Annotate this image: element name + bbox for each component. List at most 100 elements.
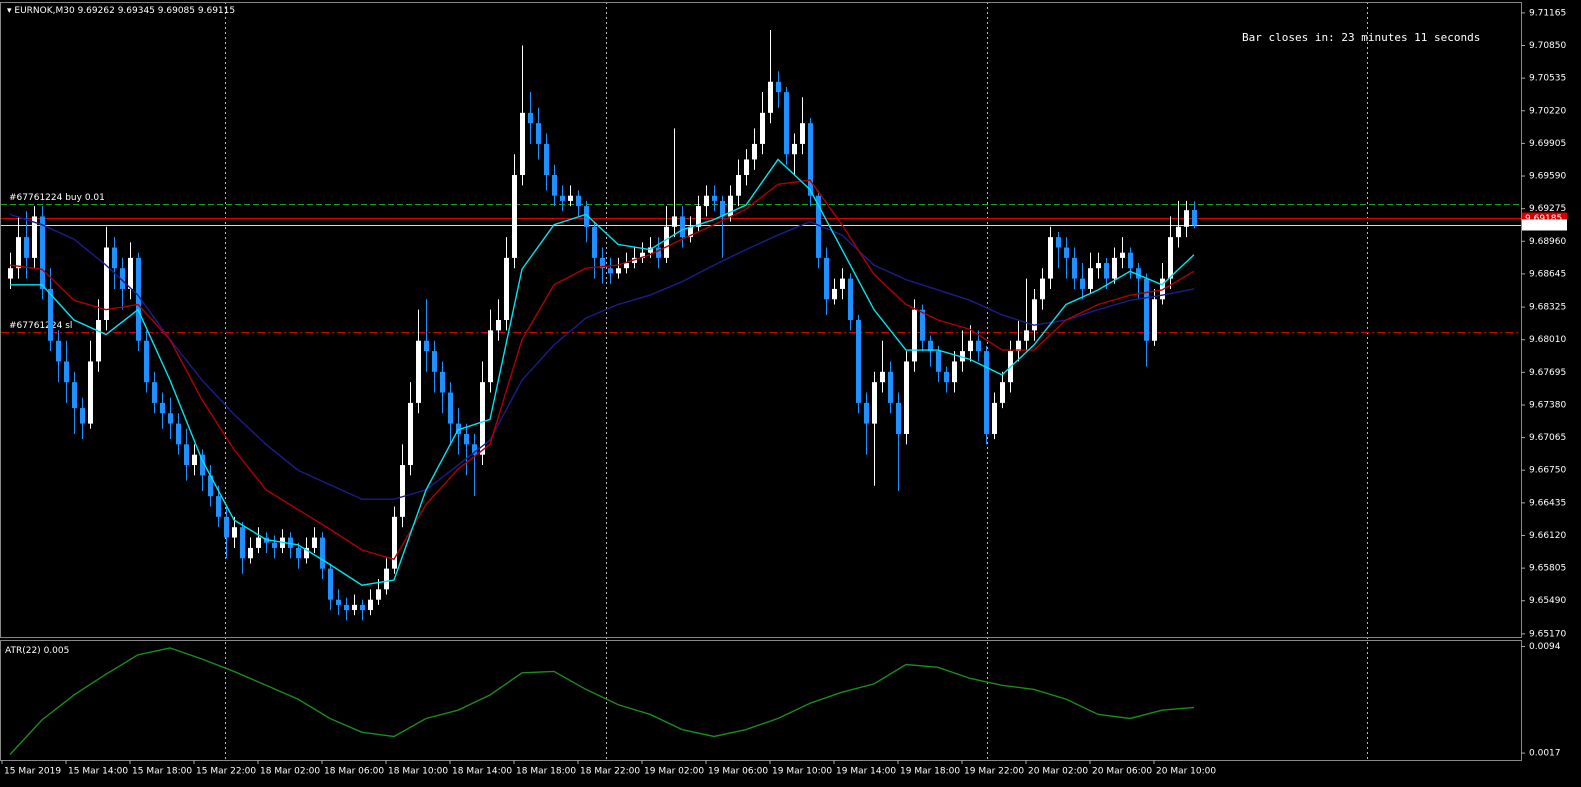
ask-label: 9.69185 <box>1525 214 1562 224</box>
candle-body <box>360 604 365 611</box>
candle-body <box>256 537 261 548</box>
low: 9.69085 <box>158 6 195 16</box>
plot-layer: #67761224 buy 0.01 #67761224 sl <box>1 29 1521 755</box>
candle-body <box>912 309 917 362</box>
candle-body <box>552 174 557 196</box>
candle-body <box>1088 268 1093 289</box>
x-tick-label: 19 Mar 18:00 <box>900 767 960 777</box>
candle-body <box>832 288 837 300</box>
candle-body <box>784 92 789 155</box>
open: 9.69262 <box>78 6 115 16</box>
y-tick-label: 9.66750 <box>1529 466 1566 476</box>
symbol: EURNOK,M30 <box>14 6 75 16</box>
candle-body <box>440 371 445 393</box>
candle-body <box>984 351 989 434</box>
candle-body <box>1112 257 1117 279</box>
candle-body <box>1072 257 1077 279</box>
x-tick-label: 19 Mar 02:00 <box>644 767 704 777</box>
y-tick-label: 9.70850 <box>1529 41 1566 51</box>
y-tick-label: 9.69905 <box>1529 139 1566 149</box>
candle-body <box>592 226 597 258</box>
candle-body <box>120 268 125 289</box>
candle-body <box>944 371 949 383</box>
candle-body <box>848 278 853 321</box>
candle-body <box>304 547 309 559</box>
candle-body <box>56 340 61 362</box>
candle-body <box>992 402 997 434</box>
x-tick-label: 19 Mar 22:00 <box>964 767 1024 777</box>
candle-body <box>576 195 581 207</box>
y-tick-label: 9.66120 <box>1529 531 1566 541</box>
candle-body <box>168 413 173 424</box>
candle-body <box>384 568 389 590</box>
moving-average <box>9 213 1195 500</box>
candle-body <box>88 361 93 424</box>
y-tick-label: 9.65490 <box>1529 596 1566 606</box>
candle-body <box>240 527 245 559</box>
x-tick-label: 18 Mar 18:00 <box>516 767 576 777</box>
candle-body <box>816 195 821 258</box>
candle-body <box>176 423 181 445</box>
candle-body <box>376 589 381 600</box>
candle-body <box>96 320 101 362</box>
y-tick-label: 9.67065 <box>1529 433 1566 443</box>
candle-body <box>888 371 893 403</box>
candle-body <box>544 143 549 175</box>
candle-body <box>8 268 13 279</box>
candle-body <box>672 216 677 227</box>
candle-body <box>808 123 813 196</box>
candle-body <box>936 351 941 372</box>
candle-body <box>736 174 741 196</box>
candle-body <box>64 361 69 383</box>
y-tick-label: 9.67380 <box>1529 400 1566 410</box>
y-tick-label: 9.70535 <box>1529 74 1566 84</box>
atr-line <box>9 647 1195 755</box>
candle-body <box>32 216 37 258</box>
candle-body <box>400 465 405 517</box>
candle-body <box>208 475 213 497</box>
candle-body <box>712 195 717 201</box>
candle-body <box>24 237 29 258</box>
candle-body <box>416 340 421 403</box>
x-tick-label: 19 Mar 10:00 <box>772 767 832 777</box>
candle-body <box>496 320 501 331</box>
candle-body <box>344 604 349 611</box>
candle-body <box>1032 299 1037 331</box>
high: 9.69345 <box>118 6 155 16</box>
x-tick-label: 15 Mar 2019 <box>4 767 61 777</box>
close: 9.69115 <box>198 6 235 16</box>
candle-body <box>536 123 541 144</box>
candle-body <box>768 81 773 113</box>
candle-body <box>568 195 573 201</box>
main-panel-frame <box>0 2 1522 638</box>
candle-body <box>688 226 693 238</box>
candle-body <box>112 247 117 269</box>
moving-average <box>9 179 1195 561</box>
x-tick-label: 19 Mar 06:00 <box>708 767 768 777</box>
x-tick-label: 15 Mar 22:00 <box>196 767 256 777</box>
candle-body <box>80 408 85 424</box>
y-tick-label: 9.68645 <box>1529 269 1566 279</box>
x-tick-label: 18 Mar 14:00 <box>452 767 512 777</box>
candle-body <box>608 268 613 274</box>
candle-body <box>320 537 325 569</box>
y-tick-label: 9.70220 <box>1529 106 1566 116</box>
candle-body <box>960 351 965 362</box>
candle-body <box>392 516 397 569</box>
candle-body <box>328 568 333 600</box>
atr-header: ATR(22) 0.005 <box>5 646 69 656</box>
candle-body <box>1128 252 1133 269</box>
candle-body <box>760 112 765 144</box>
candle-body <box>368 599 373 611</box>
candle-body <box>312 537 317 548</box>
candle-body <box>1040 278 1045 300</box>
y-tick-label: 9.69275 <box>1529 204 1566 214</box>
y-tick-label: 9.69590 <box>1529 172 1566 182</box>
candle-body <box>1184 210 1189 227</box>
candle-body <box>248 547 253 559</box>
candle-body <box>896 402 901 434</box>
candle-body <box>152 382 157 403</box>
candle-body <box>1104 263 1109 279</box>
candle-body <box>1048 237 1053 279</box>
bid-box <box>1522 219 1567 231</box>
